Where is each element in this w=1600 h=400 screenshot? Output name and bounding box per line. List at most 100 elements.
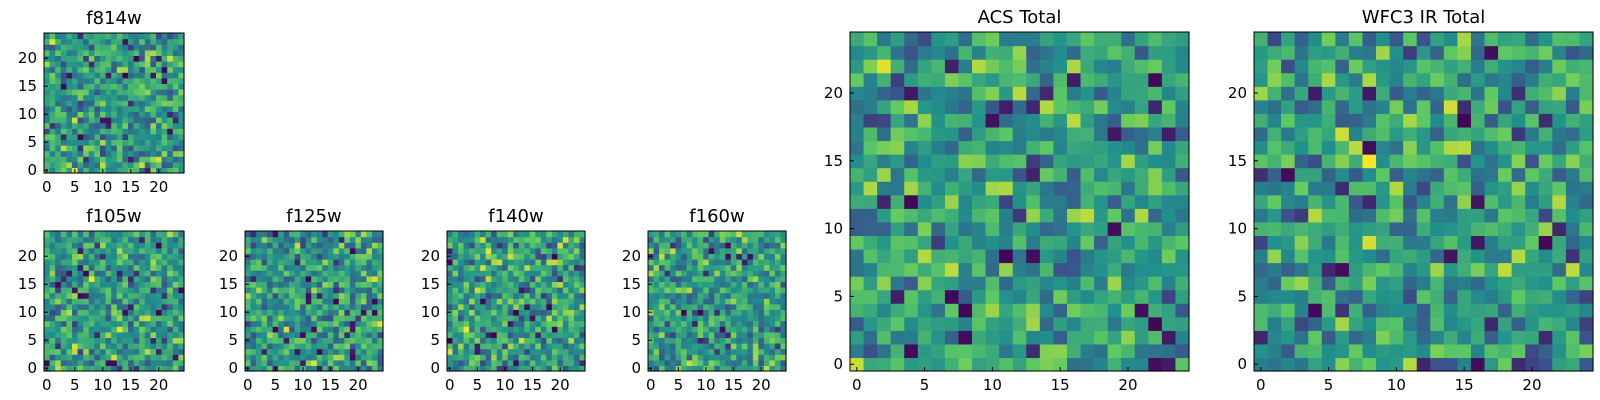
heatmap-cell <box>1121 59 1136 74</box>
heatmap-cell <box>83 247 90 254</box>
heatmap-cell <box>66 242 73 249</box>
heatmap-cell <box>161 281 168 288</box>
heatmap-cell <box>150 275 157 282</box>
heatmap-cell <box>714 247 721 254</box>
heatmap-cell <box>111 105 118 112</box>
heatmap-cell <box>1148 303 1163 318</box>
heatmap-cell <box>1161 276 1177 291</box>
heatmap-cell <box>111 89 118 96</box>
heatmap-cell <box>256 242 263 249</box>
heatmap-cell <box>289 354 296 361</box>
heatmap-cell <box>769 275 776 282</box>
heatmap-cell <box>349 326 356 333</box>
heatmap-cell <box>316 331 323 338</box>
heatmap-cell <box>305 231 312 238</box>
heatmap-cell <box>730 343 737 350</box>
heatmap-cell <box>156 77 163 84</box>
heatmap-cell <box>850 167 865 182</box>
heatmap-cell <box>139 156 146 163</box>
heatmap-cell <box>1498 154 1513 169</box>
heatmap-cell <box>502 348 509 355</box>
heatmap-cell <box>167 128 174 135</box>
heatmap-cell <box>150 145 157 152</box>
heatmap-cell <box>568 331 575 338</box>
heatmap-cell <box>83 105 90 112</box>
heatmap-cell <box>1039 140 1054 155</box>
heatmap-cell <box>300 287 307 294</box>
heatmap-cell <box>1443 86 1458 101</box>
heatmap-cell <box>1511 194 1526 209</box>
heatmap-cell <box>524 247 531 254</box>
heatmap-cell <box>327 247 334 254</box>
heatmap-cell <box>686 343 693 350</box>
heatmap-cell <box>338 326 345 333</box>
heatmap-cell <box>573 337 581 344</box>
heatmap-cell <box>278 359 285 366</box>
heatmap-cell <box>100 145 107 152</box>
heatmap-cell <box>1026 113 1041 128</box>
heatmap-cell <box>105 161 112 168</box>
heatmap-cell <box>1565 59 1581 74</box>
heatmap-cell <box>161 167 168 174</box>
heatmap-cell <box>167 292 174 299</box>
heatmap-cell <box>518 287 525 294</box>
heatmap-cell <box>344 292 351 299</box>
heatmap-cell <box>100 117 107 124</box>
heatmap-cell <box>105 320 112 327</box>
heatmap-cell <box>502 242 509 249</box>
heatmap-cell <box>780 309 787 316</box>
panel-title: f140w <box>488 206 543 227</box>
heatmap-cell <box>139 253 146 260</box>
heatmap-cell <box>167 89 174 96</box>
x-tick-label: 10 <box>293 376 312 394</box>
heatmap-cell <box>1148 357 1163 372</box>
heatmap-cell <box>60 337 67 344</box>
heatmap-cell <box>178 247 185 254</box>
heatmap-cell <box>49 259 56 266</box>
heatmap-cell <box>780 354 787 361</box>
heatmap-cell <box>144 33 151 40</box>
heatmap-cell <box>540 270 547 277</box>
heatmap-cell <box>1362 276 1377 291</box>
heatmap-cell <box>877 140 892 155</box>
heatmap-cell <box>278 281 285 288</box>
heatmap-cell <box>289 309 296 316</box>
heatmap-cell <box>758 354 765 361</box>
heatmap-cell <box>1525 86 1540 101</box>
heatmap-cell <box>377 337 384 344</box>
heatmap-cell <box>72 354 79 361</box>
heatmap-cell <box>105 145 112 152</box>
heatmap-cell <box>1348 181 1364 196</box>
heatmap-cell <box>1335 276 1350 291</box>
heatmap-cell <box>1498 343 1513 359</box>
heatmap-cell <box>452 247 459 254</box>
heatmap-cell <box>507 320 514 327</box>
heatmap-cell <box>670 259 677 266</box>
heatmap-cell <box>116 94 123 101</box>
heatmap-cell <box>452 264 459 271</box>
heatmap-cell <box>458 281 465 288</box>
heatmap-cell <box>245 303 252 310</box>
heatmap-cell <box>447 292 454 299</box>
heatmap-cell <box>670 337 677 344</box>
heatmap-cell <box>518 264 525 271</box>
heatmap-cell <box>1039 194 1054 209</box>
heatmap-cell <box>730 326 737 333</box>
heatmap-cell <box>1121 86 1136 101</box>
heatmap-cell <box>278 303 285 310</box>
heatmap-cell <box>100 259 107 266</box>
heatmap-cell <box>366 331 373 338</box>
heatmap-cell <box>1525 154 1540 169</box>
heatmap-cell <box>1294 32 1309 47</box>
heatmap-cell <box>133 331 140 338</box>
heatmap-cell <box>1538 330 1553 345</box>
heatmap-cell <box>931 303 946 318</box>
heatmap-cell <box>344 298 351 305</box>
heatmap-cell <box>294 331 301 338</box>
heatmap-cell <box>1121 316 1136 331</box>
heatmap-cell <box>447 270 454 277</box>
heatmap-cell <box>958 86 973 101</box>
heatmap-cell <box>551 309 558 316</box>
heatmap-cell <box>49 343 56 350</box>
heatmap-cell <box>355 359 362 366</box>
